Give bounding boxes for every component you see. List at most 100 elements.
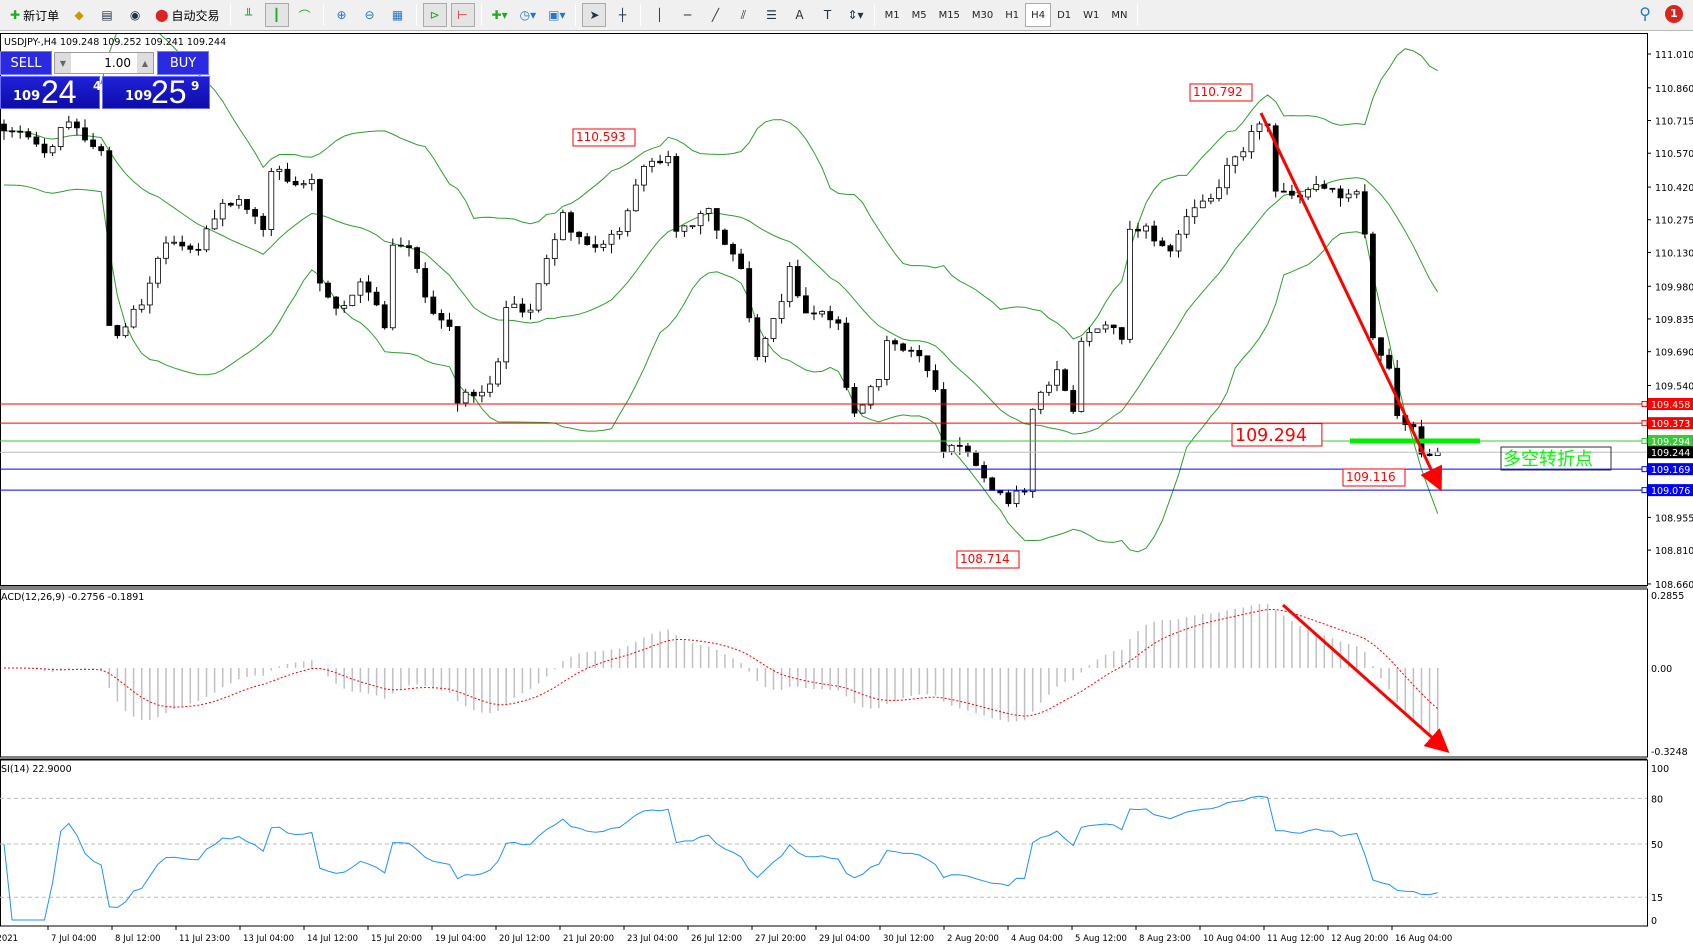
chart-shift-button[interactable]: ⊢ <box>450 3 475 27</box>
candle <box>673 153 680 238</box>
candle-body <box>98 146 105 152</box>
candle <box>446 312 453 332</box>
candle <box>786 262 793 308</box>
channel-button[interactable]: ⫽ <box>731 3 755 27</box>
horizontal-line-icon: ─ <box>683 8 692 22</box>
autoscroll-button[interactable]: ⊳ <box>422 3 447 27</box>
notification-badge[interactable]: 1 <box>1665 4 1683 23</box>
candle <box>122 323 129 338</box>
timeframe-h1[interactable]: H1 <box>1005 9 1020 21</box>
candle-body <box>1062 369 1068 391</box>
price-level-label: 109.244 <box>1651 448 1690 459</box>
timeframe-h4[interactable]: H4 <box>1025 3 1052 27</box>
price-annotation-box[interactable] <box>572 128 636 147</box>
sell-button[interactable]: SELL <box>0 51 52 75</box>
level-handle[interactable] <box>1641 466 1648 473</box>
candle <box>373 287 380 307</box>
price-annotation-box[interactable] <box>956 550 1020 569</box>
candle-body <box>560 212 566 241</box>
time-axis-label: 16 Aug 04:00 <box>1395 934 1452 944</box>
bar-chart-button[interactable]: ╨ <box>237 3 261 27</box>
vertical-line-button[interactable]: │ <box>647 3 671 27</box>
candlestick-button[interactable]: ┃ <box>264 3 289 27</box>
candle <box>1151 220 1158 247</box>
pivot-text-box[interactable] <box>1500 446 1612 471</box>
text-label-button[interactable]: T <box>815 3 839 27</box>
candle-body <box>1127 228 1133 340</box>
bollinger-lower <box>3 184 1439 553</box>
chart-header: USDJPY-,H4 109.248 109.252 109.241 109.2… <box>4 37 226 48</box>
timeframe-m1[interactable]: M1 <box>884 9 900 21</box>
zoom-in-button[interactable]: ⊕ <box>330 3 354 27</box>
buy-button[interactable]: BUY <box>157 51 209 75</box>
timeframe-w1[interactable]: W1 <box>1083 9 1100 21</box>
level-handle[interactable] <box>1641 487 1648 494</box>
timeframe-m30[interactable]: M30 <box>971 9 994 21</box>
arrows-button[interactable]: ⇕▾ <box>843 3 867 27</box>
lot-size-field[interactable]: ▼ 1.00 ▲ <box>54 52 154 74</box>
level-handle[interactable] <box>1641 437 1648 444</box>
horizontal-line-button[interactable]: ─ <box>675 3 699 27</box>
candle <box>1086 326 1093 347</box>
candle-body <box>1256 123 1263 132</box>
market-watch-button[interactable]: ◆ <box>67 3 91 27</box>
price-annotation-box[interactable] <box>1189 83 1253 102</box>
candle-body <box>665 156 672 164</box>
cursor-button[interactable]: ➤ <box>582 3 607 27</box>
candle <box>1078 337 1085 413</box>
price-annotation: 110.792 <box>1193 85 1243 99</box>
timeframe-d1[interactable]: D1 <box>1057 9 1072 21</box>
periods-button[interactable]: ◷▾ <box>516 3 541 27</box>
signals-button[interactable]: ◉ <box>123 3 147 27</box>
candle <box>1224 157 1230 195</box>
indicators-button[interactable]: ✚▾ <box>488 3 512 27</box>
candle-body <box>74 121 80 129</box>
zoom-out-button[interactable]: ⊖ <box>358 3 382 27</box>
new-order-button[interactable]: ✚ 新订单 <box>10 8 60 23</box>
candle <box>624 208 631 237</box>
lot-increase-icon[interactable]: ▲ <box>137 53 153 73</box>
level-handle[interactable] <box>1641 400 1648 407</box>
candle-body <box>422 268 429 298</box>
price-annotation: 108.714 <box>960 552 1010 566</box>
navigator-button[interactable]: ▤ <box>95 3 119 27</box>
templates-button[interactable]: ▣▾ <box>544 3 569 27</box>
price-annotation-box[interactable] <box>1231 423 1323 447</box>
trendline-button[interactable]: ╱ <box>703 3 727 27</box>
macd-downtrend-arrow[interactable] <box>1282 603 1450 753</box>
level-handle[interactable] <box>1641 420 1648 427</box>
folder-icon: ◆ <box>74 8 84 22</box>
chart-canvas[interactable]: 109.458109.373109.294109.244109.169109.0… <box>0 33 1693 950</box>
candle-body <box>608 233 615 245</box>
time-axis-label: 23 Jul 04:00 <box>627 934 678 944</box>
crosshair-button[interactable]: ┼ <box>610 3 634 27</box>
line-chart-button[interactable]: ⌒ <box>293 3 317 27</box>
ask-price[interactable]: 109 25 9 <box>102 74 210 110</box>
bid-price[interactable]: 109 24 4 <box>0 74 101 110</box>
fibonacci-button[interactable]: ☰ <box>759 3 783 27</box>
candle-body <box>1021 490 1028 493</box>
timeframe-m15[interactable]: M15 <box>938 9 960 21</box>
tile-windows-button[interactable]: ▦ <box>386 3 410 27</box>
price-annotation-box[interactable] <box>1342 468 1406 487</box>
price-level-label: 109.373 <box>1651 419 1690 430</box>
candle <box>592 235 599 253</box>
timeframe-m5[interactable]: M5 <box>911 9 927 21</box>
candle <box>1175 230 1182 258</box>
candle <box>948 444 955 456</box>
candle-body <box>470 391 477 397</box>
candle-body <box>503 307 510 363</box>
candle <box>819 310 825 318</box>
candle-body <box>1345 193 1352 199</box>
text-button[interactable]: A <box>787 3 811 27</box>
lot-value[interactable]: 1.00 <box>104 56 131 70</box>
auto-trading-button[interactable]: ⬤ 自动交易 <box>155 8 220 23</box>
downtrend-arrow[interactable] <box>1259 112 1443 492</box>
candle-body <box>916 350 923 357</box>
candle-body <box>1086 332 1093 342</box>
time-axis-label: 12 Aug 20:00 <box>1331 934 1388 944</box>
candle <box>608 229 615 254</box>
lot-decrease-icon[interactable]: ▼ <box>55 53 71 73</box>
search-icon[interactable]: ⚲ <box>1639 4 1651 23</box>
timeframe-mn[interactable]: MN <box>1111 9 1128 21</box>
